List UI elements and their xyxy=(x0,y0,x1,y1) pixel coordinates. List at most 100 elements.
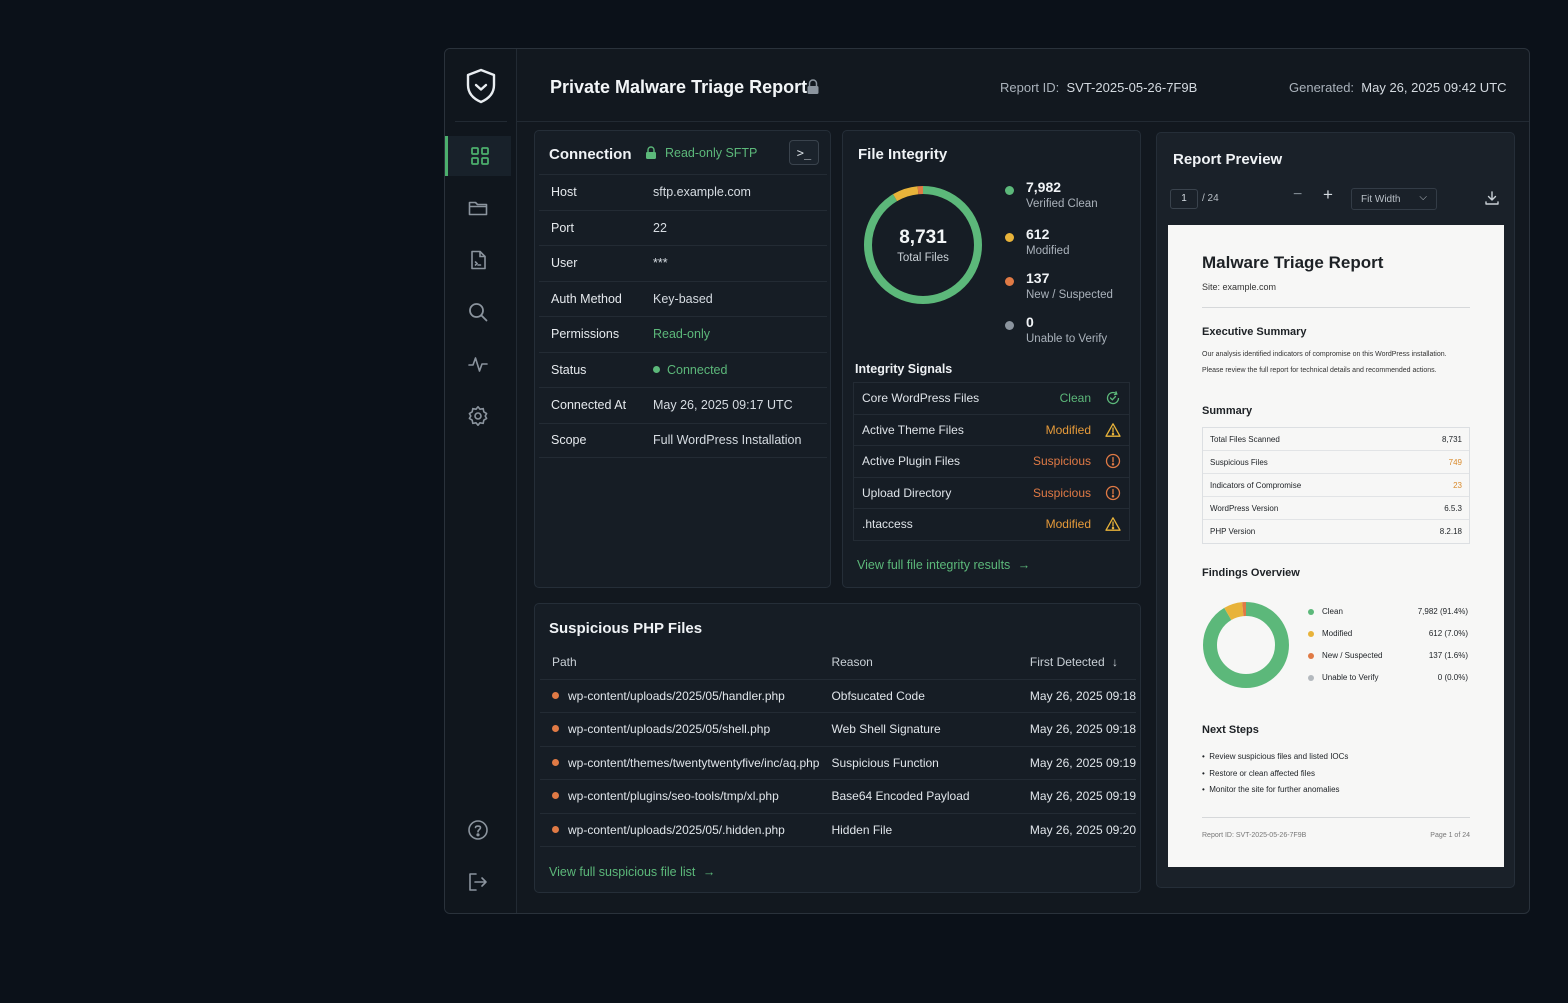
doc-site: Site: example.com xyxy=(1202,282,1277,292)
column-header[interactable]: Reason xyxy=(819,646,1018,680)
table-row: Suspicious Files 749 xyxy=(1203,451,1469,474)
table-row: Connected At May 26, 2025 09:17 UTC xyxy=(539,387,827,423)
chevron-down-icon: ⌵ xyxy=(1419,192,1427,203)
reason-cell: Hidden File xyxy=(819,813,1018,847)
detected-cell: May 26, 2025 09:18 xyxy=(1017,712,1136,747)
donut-segment xyxy=(1203,602,1289,688)
sidebar-item-files[interactable] xyxy=(445,188,511,228)
detected-cell: May 26, 2025 09:18 xyxy=(1017,679,1136,713)
activity-icon xyxy=(468,357,488,372)
suspicious-dot-icon xyxy=(552,758,559,766)
list-item[interactable]: Active Theme Files Modified xyxy=(854,413,1129,446)
arrow-right-icon: → xyxy=(702,865,716,879)
column-header-sorted[interactable]: First Detected ↓ xyxy=(1017,646,1136,680)
preview-toolbar: 1 / 24 − + Fit Width ⌵ xyxy=(1157,183,1514,217)
file-path-cell: wp-content/themes/twentytwentyfive/inc/a… xyxy=(540,746,820,780)
table-row[interactable]: wp-content/uploads/2025/05/shell.php Web … xyxy=(540,712,1136,747)
legend-dot-icon xyxy=(1005,277,1014,286)
report-preview-card: Report Preview 1 / 24 − + Fit Width ⌵ Mal… xyxy=(1156,132,1515,888)
column-header[interactable]: Path xyxy=(540,646,820,680)
doc-section-title: Findings Overview xyxy=(1202,567,1300,579)
list-item[interactable]: .htaccess Modified xyxy=(854,508,1129,540)
alert-circle-icon xyxy=(1105,454,1121,469)
list-item[interactable]: Active Plugin Files Suspicious xyxy=(854,445,1129,477)
list-item: • Monitor the site for further anomalies xyxy=(1202,785,1340,794)
reason-cell: Obfsucated Code xyxy=(819,679,1018,713)
total-files-value: 8,731 xyxy=(899,227,947,248)
findings-donut-chart xyxy=(1203,602,1289,688)
sidebar-item-logout[interactable] xyxy=(445,862,511,902)
table-row: Host sftp.example.com xyxy=(539,174,827,210)
table-row: Permissions Read-only xyxy=(539,316,827,352)
card-title: Suspicious PHP Files xyxy=(549,620,703,637)
detected-cell: May 26, 2025 09:19 xyxy=(1017,779,1136,814)
doc-summary-table: Total Files Scanned 8,731 Suspicious File… xyxy=(1202,427,1470,544)
integrity-donut-chart xyxy=(864,186,982,304)
table-row: Total Files Scanned 8,731 xyxy=(1203,428,1469,451)
doc-section-title: Next Steps xyxy=(1202,724,1259,736)
reason-cell: Base64 Encoded Payload xyxy=(819,779,1018,814)
table-row[interactable]: wp-content/themes/twentytwentyfive/inc/a… xyxy=(540,746,1136,780)
help-icon xyxy=(468,820,488,840)
zoom-out-button[interactable]: − xyxy=(1293,186,1303,203)
lock-icon xyxy=(646,146,656,159)
legend-dot-icon xyxy=(1005,233,1014,242)
page-count: / 24 xyxy=(1202,193,1219,204)
list-item[interactable]: Core WordPress Files Clean xyxy=(854,382,1129,414)
file-path-cell: wp-content/uploads/2025/05/shell.php xyxy=(540,712,820,747)
gear-icon xyxy=(468,406,488,426)
folder-icon xyxy=(468,201,488,216)
table-row[interactable]: wp-content/uploads/2025/05/.hidden.php Hi… xyxy=(540,813,1136,847)
sidebar-item-activity[interactable] xyxy=(445,344,511,384)
lock-icon xyxy=(806,79,820,95)
table-row: Auth Method Key-based xyxy=(539,280,827,317)
integrity-signals-list: Core WordPress Files Clean Active Theme F… xyxy=(853,382,1130,541)
list-item[interactable]: Upload Directory Suspicious xyxy=(854,476,1129,509)
warning-triangle-icon xyxy=(1105,517,1121,532)
view-integrity-results-link[interactable]: View full file integrity results → xyxy=(857,558,1031,572)
file-path-cell: wp-content/uploads/2025/05/handler.php xyxy=(540,679,820,713)
detected-cell: May 26, 2025 09:19 xyxy=(1017,746,1136,780)
legend-dot-icon xyxy=(1005,186,1014,195)
divider xyxy=(1202,307,1470,308)
detected-cell: May 26, 2025 09:20 xyxy=(1017,813,1136,847)
doc-section-title: Summary xyxy=(1202,405,1253,417)
page-number-input[interactable]: 1 xyxy=(1170,189,1198,209)
suspicious-dot-icon xyxy=(552,725,559,733)
doc-footer-page: Page 1 of 24 xyxy=(1430,832,1470,839)
donut-segment xyxy=(1203,602,1289,688)
table-row[interactable]: wp-content/uploads/2025/05/handler.php Ob… xyxy=(540,679,1136,713)
file-integrity-card: File Integrity 8,731 Total Files 7,982 Ve… xyxy=(842,130,1141,588)
suspicious-dot-icon xyxy=(552,792,559,800)
terminal-button[interactable]: >_ xyxy=(789,140,819,165)
shield-logo-icon xyxy=(465,68,497,104)
sidebar-item-help[interactable] xyxy=(445,810,511,850)
download-icon[interactable] xyxy=(1484,190,1500,206)
card-title: File Integrity xyxy=(858,146,948,163)
sidebar-item-reports[interactable] xyxy=(445,240,511,280)
card-title: Report Preview xyxy=(1173,151,1283,168)
table-row: Port 22 xyxy=(539,209,827,246)
list-item: • Review suspicious files and listed IOC… xyxy=(1202,752,1349,761)
view-suspicious-list-link[interactable]: View full suspicious file list → xyxy=(549,865,716,879)
connection-details: Host sftp.example.com Port 22 User *** Auth… xyxy=(539,174,827,458)
zoom-in-button[interactable]: + xyxy=(1323,185,1333,204)
logout-icon xyxy=(469,873,487,891)
zoom-select[interactable]: Fit Width ⌵ xyxy=(1351,188,1437,210)
doc-section-title: Executive Summary xyxy=(1202,326,1307,338)
connection-card: Connection Read-only SFTP >_ Host sftp.ex… xyxy=(534,130,831,588)
table-row[interactable]: wp-content/plugins/seo-tools/tmp/xl.php B… xyxy=(540,779,1136,814)
table-row: User *** xyxy=(539,245,827,281)
sidebar-item-dashboard[interactable] xyxy=(445,136,511,176)
search-icon xyxy=(469,303,488,322)
document-icon xyxy=(471,250,486,270)
alert-circle-icon xyxy=(1105,485,1121,500)
generated-at: Generated: May 26, 2025 09:42 UTC xyxy=(1289,80,1507,95)
sidebar-item-settings[interactable] xyxy=(445,396,511,436)
table-row: Status Connected xyxy=(539,351,827,388)
file-path-cell: wp-content/plugins/seo-tools/tmp/xl.php xyxy=(540,779,820,814)
sidebar-item-search[interactable] xyxy=(445,292,511,332)
status-dot-icon xyxy=(653,365,660,373)
card-title: Connection xyxy=(549,146,632,163)
legend-dot-icon xyxy=(1005,321,1014,330)
